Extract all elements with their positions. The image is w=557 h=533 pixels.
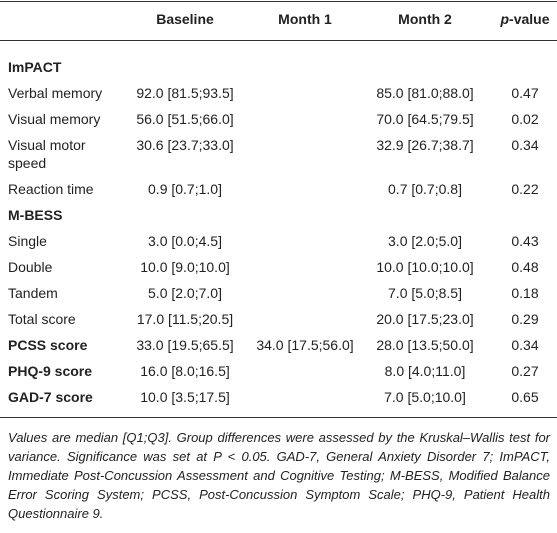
p-value-cell: 0.47 [511, 85, 539, 101]
table-row: Verbal memory 92.0 [81.5;93.5] 85.0 [81.0;… [0, 80, 557, 106]
table-row: Single 3.0 [0.0;4.5] 3.0 [2.0;5.0] 0.43 [0, 228, 557, 254]
value-cell: 30.6 [23.7;33.0] [136, 137, 234, 153]
table-row: GAD-7 score 10.0 [3.5;17.5] 7.0 [5.0;10.0]… [0, 384, 557, 410]
row-label: Reaction time [8, 181, 94, 197]
table-body: ImPACT Verbal memory 92.0 [81.5;93.5] 85.0 … [0, 54, 557, 410]
header-cell: p-value [495, 11, 555, 27]
table-row: PCSS score 33.0 [19.5;65.5] 34.0 [17.5;56.… [0, 332, 557, 358]
value-cell: 3.0 [2.0;5.0] [388, 233, 462, 249]
value-cell: 28.0 [13.5;50.0] [376, 337, 474, 353]
value-cell: 0.9 [0.7;1.0] [148, 181, 222, 197]
value-cell: 10.0 [10.0;10.0] [376, 259, 474, 275]
header-cell: Month 2 [398, 11, 452, 27]
header-rule [0, 40, 557, 41]
value-cell: 8.0 [4.0;11.0] [384, 363, 466, 379]
header-italic: p [500, 11, 510, 27]
row-label: Double [8, 259, 53, 275]
section-label: ImPACT [8, 59, 62, 75]
table-row: Total score 17.0 [11.5;20.5] 20.0 [17.5;23… [0, 306, 557, 332]
value-cell: 17.0 [11.5;20.5] [136, 311, 234, 327]
top-rule [0, 1, 557, 2]
value-cell: 7.0 [5.0;8.5] [388, 285, 462, 301]
row-label: Visual motor speed [8, 137, 86, 171]
value-cell: 16.0 [8.0;16.5] [140, 363, 230, 379]
row-label: Visual memory [8, 111, 101, 127]
table-row: Visual memory 56.0 [51.5;66.0] 70.0 [64.5;… [0, 106, 557, 132]
table-row: ImPACT [0, 54, 557, 80]
row-label: GAD-7 score [8, 389, 93, 405]
footnote: Values are median [Q1;Q3]. Group differe… [8, 430, 550, 521]
value-cell: 32.9 [26.7;38.7] [376, 137, 474, 153]
value-cell: 70.0 [64.5;79.5] [376, 111, 474, 127]
value-cell: 7.0 [5.0;10.0] [384, 389, 466, 405]
value-cell: 5.0 [2.0;7.0] [148, 285, 222, 301]
p-value-cell: 0.43 [511, 233, 539, 249]
value-cell: 20.0 [17.5;23.0] [376, 311, 474, 327]
header-cell: Baseline [156, 11, 214, 27]
p-value-cell: 0.34 [511, 137, 539, 153]
p-value-cell: 0.18 [511, 285, 539, 301]
value-cell: 33.0 [19.5;65.5] [136, 337, 234, 353]
table-row: PHQ-9 score 16.0 [8.0;16.5] 8.0 [4.0;11.0]… [0, 358, 557, 384]
table-row: Visual motor speed 30.6 [23.7;33.0] 32.9 [… [0, 132, 557, 176]
table-row: M-BESS [0, 202, 557, 228]
header-row: Baseline Month 1 Month 2 p-value [0, 0, 557, 40]
table-row: Tandem 5.0 [2.0;7.0] 7.0 [5.0;8.5] 0.18 [0, 280, 557, 306]
value-cell: 92.0 [81.5;93.5] [136, 85, 234, 101]
table-row: Reaction time 0.9 [0.7;1.0] 0.7 [0.7;0.8] 0… [0, 176, 557, 202]
header-text: -value [509, 11, 550, 27]
header-cell: Month 1 [278, 11, 332, 27]
p-value-cell: 0.34 [511, 337, 539, 353]
row-label: PHQ-9 score [8, 363, 93, 379]
value-cell: 0.7 [0.7;0.8] [388, 181, 462, 197]
p-value-cell: 0.27 [511, 363, 539, 379]
value-cell: 34.0 [17.5;56.0] [256, 337, 354, 353]
p-value-cell: 0.65 [511, 389, 539, 405]
value-cell: 56.0 [51.5;66.0] [136, 111, 234, 127]
p-value-cell: 0.29 [511, 311, 539, 327]
value-cell: 85.0 [81.0;88.0] [376, 85, 474, 101]
section-label: M-BESS [8, 207, 63, 223]
value-cell: 10.0 [9.0;10.0] [140, 259, 230, 275]
row-label: Single [8, 233, 47, 249]
row-label: Verbal memory [8, 85, 103, 101]
bottom-rule [0, 417, 557, 418]
value-cell: 10.0 [3.5;17.5] [140, 389, 230, 405]
p-value-cell: 0.22 [511, 181, 539, 197]
table-row: Double 10.0 [9.0;10.0] 10.0 [10.0;10.0] 0.4… [0, 254, 557, 280]
p-value-cell: 0.48 [511, 259, 539, 275]
value-cell: 3.0 [0.0;4.5] [148, 233, 222, 249]
p-value-cell: 0.02 [511, 111, 539, 127]
row-label: PCSS score [8, 337, 88, 353]
row-label: Total score [8, 311, 76, 327]
row-label: Tandem [8, 285, 58, 301]
